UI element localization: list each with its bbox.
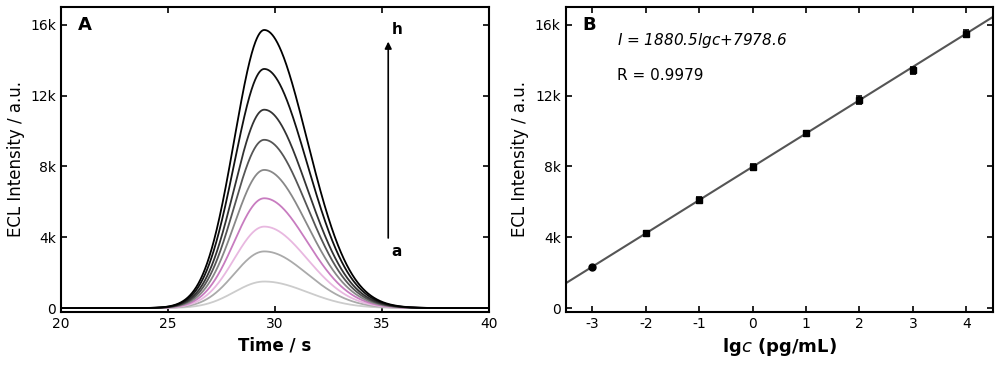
Text: $I$ = 1880.5lg$c$+7978.6: $I$ = 1880.5lg$c$+7978.6 <box>617 31 787 50</box>
Text: B: B <box>583 16 596 34</box>
Text: A: A <box>78 16 92 34</box>
Y-axis label: ECL Intensity / a.u.: ECL Intensity / a.u. <box>7 81 25 237</box>
Text: a: a <box>391 244 402 259</box>
Text: h: h <box>391 22 402 37</box>
Y-axis label: ECL Intensity / a.u.: ECL Intensity / a.u. <box>511 81 529 237</box>
X-axis label: Time / s: Time / s <box>238 336 312 354</box>
X-axis label: lg$c$ (pg/mL): lg$c$ (pg/mL) <box>722 336 837 358</box>
Text: R = 0.9979: R = 0.9979 <box>617 68 703 83</box>
